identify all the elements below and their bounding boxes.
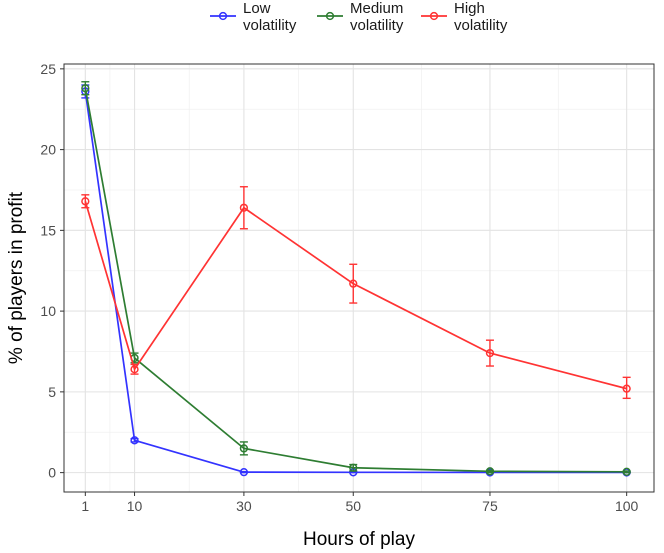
x-tick-label: 75 (482, 498, 498, 514)
x-tick-label: 1 (81, 498, 89, 514)
x-tick-label: 50 (345, 498, 361, 514)
minor-gridlines (64, 64, 654, 492)
legend-label: Medium volatility (350, 0, 404, 34)
data-point (622, 467, 631, 476)
plot-area (63, 63, 655, 493)
data-point (130, 436, 139, 445)
data-point (239, 444, 249, 453)
data-point (239, 467, 249, 477)
legend-label: Low volatility (243, 0, 297, 34)
legend-item-medium-volatility: Medium volatility (317, 0, 404, 34)
series-layer (81, 81, 631, 477)
legend-key-point (325, 11, 335, 21)
series-line-low-volatility (84, 91, 627, 474)
series-line-high-volatility (84, 201, 627, 390)
data-point (485, 467, 495, 476)
legend-item-high-volatility: High volatility (421, 0, 508, 34)
data-point (130, 365, 139, 374)
y-axis: 0 5 10 15 20 25 (40, 61, 64, 481)
y-tick-label: 20 (40, 142, 56, 158)
y-tick-label: 0 (48, 465, 56, 481)
data-point (622, 384, 631, 393)
data-point (81, 197, 90, 206)
x-tick-label: 30 (236, 498, 252, 514)
legend-key-point (218, 11, 228, 21)
legend: Low volatility Medium volatility High volatil… (210, 0, 508, 34)
y-tick-label: 5 (48, 384, 56, 400)
series-line-medium-volatility (84, 88, 627, 473)
x-tick-label: 100 (615, 498, 639, 514)
x-axis: 1 10 30 50 75 100 (81, 492, 639, 514)
data-point (239, 203, 249, 212)
plot-panel (64, 64, 654, 492)
plot-border (63, 63, 655, 493)
data-point (81, 84, 90, 93)
y-axis-title: % of players in profit (6, 191, 27, 364)
data-point (349, 463, 358, 472)
legend-label: High volatility (454, 0, 508, 34)
data-point (349, 279, 358, 288)
legend-item-low-volatility: Low volatility (210, 0, 297, 34)
major-gridlines (64, 64, 654, 492)
data-point (485, 348, 495, 358)
series-high-volatility (81, 186, 631, 400)
x-tick-label: 10 (127, 498, 143, 514)
series-medium-volatility (81, 81, 631, 476)
legend-key-point (429, 11, 439, 21)
y-tick-label: 10 (40, 303, 56, 319)
y-tick-label: 15 (40, 222, 56, 238)
x-axis-title: Hours of play (303, 529, 415, 550)
y-tick-label: 25 (40, 61, 56, 77)
